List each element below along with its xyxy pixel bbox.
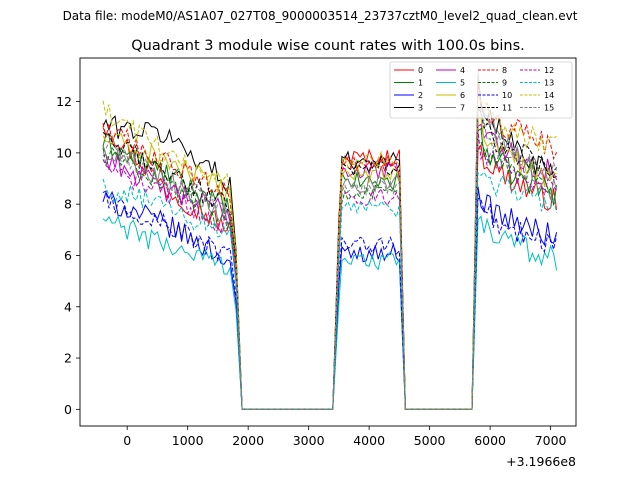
legend-label-9: 9 — [502, 78, 507, 87]
x-tick-label: 3000 — [293, 433, 325, 448]
series-line-0 — [102, 127, 558, 410]
chart-title: Quadrant 3 module wise count rates with … — [131, 38, 525, 54]
x-axis: 0 1000 2000 3000 4000 5000 6000 7000 — [123, 426, 567, 448]
series-line-7 — [102, 72, 558, 410]
legend-label-7: 7 — [460, 103, 465, 112]
legend-label-11: 11 — [502, 103, 512, 112]
legend-label-6: 6 — [460, 91, 465, 100]
x-tick-label: 4000 — [353, 433, 385, 448]
x-tick-label: 7000 — [535, 433, 567, 448]
x-axis-offset-label: +3.1966e8 — [506, 454, 576, 469]
series-line-1 — [102, 127, 558, 410]
figure-suptitle: Data file: modeM0/AS1A07_027T08_90000035… — [63, 9, 578, 23]
series-layer — [102, 72, 558, 410]
series-line-13 — [102, 171, 558, 410]
plot-frame — [79, 57, 577, 427]
x-tick-label: 6000 — [474, 433, 506, 448]
series-line-6 — [102, 116, 557, 410]
series-line-5 — [102, 214, 558, 410]
series-line-8 — [102, 81, 558, 410]
legend-label-8: 8 — [502, 66, 507, 75]
x-tick-label: 0 — [123, 433, 131, 448]
series-line-11 — [102, 106, 557, 410]
series-line-2 — [102, 186, 558, 410]
y-tick-label: 10 — [56, 145, 72, 160]
legend-label-13: 13 — [544, 78, 554, 87]
legend-label-12: 12 — [544, 66, 554, 75]
series-line-3 — [102, 72, 557, 410]
legend-label-0: 0 — [418, 66, 423, 75]
x-tick-label: 2000 — [232, 433, 264, 448]
series-line-15 — [102, 104, 558, 410]
series-line-14 — [102, 94, 557, 410]
y-tick-label: 0 — [64, 402, 72, 417]
legend-label-10: 10 — [502, 91, 512, 100]
legend-frame — [389, 61, 573, 119]
legend-label-5: 5 — [460, 78, 465, 87]
x-tick-label: 5000 — [414, 433, 446, 448]
series-line-10 — [102, 190, 558, 410]
y-tick-label: 4 — [64, 299, 72, 314]
x-tick-label: 1000 — [172, 433, 204, 448]
series-line-12 — [102, 129, 558, 410]
series-line-4 — [102, 123, 558, 410]
y-tick-label: 2 — [64, 351, 72, 366]
y-axis: 0 2 4 6 8 10 12 — [56, 94, 80, 417]
legend-label-1: 1 — [418, 78, 423, 87]
legend-label-15: 15 — [544, 103, 554, 112]
legend-label-4: 4 — [460, 66, 465, 75]
legend-label-3: 3 — [418, 103, 423, 112]
legend-label-14: 14 — [544, 91, 554, 100]
y-tick-label: 8 — [64, 197, 72, 212]
legend-label-2: 2 — [418, 91, 423, 100]
y-tick-label: 6 — [64, 248, 72, 263]
y-tick-label: 12 — [56, 94, 72, 109]
series-line-9 — [102, 139, 557, 410]
